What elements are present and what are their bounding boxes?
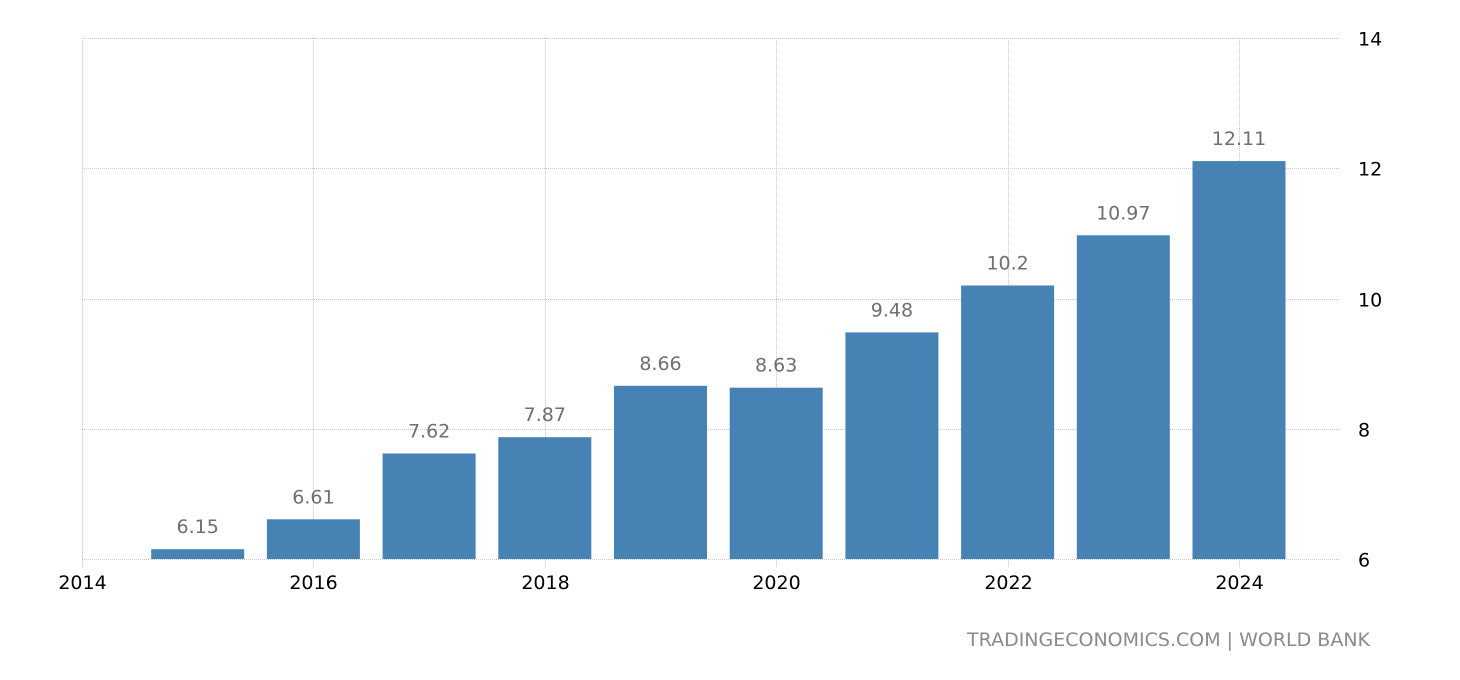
data-label-2022: 10.2 [986,253,1028,275]
x-tick-label: 2014 [58,572,106,594]
bar-2019 [614,385,707,559]
data-label-2024: 12.11 [1212,128,1266,150]
y-axis: 6 8 10 12 14 [1358,29,1382,572]
data-label-2018: 7.87 [524,404,566,426]
source-credit: TRADINGECONOMICS.COM | WORLD BANK [967,629,1370,651]
bar-2020 [729,387,823,559]
x-tick-label: 2016 [289,572,337,594]
data-label-2019: 8.66 [639,353,681,375]
bars [151,161,1286,560]
data-label-2016: 6.61 [292,486,334,508]
data-labels: 6.15 6.61 7.62 7.87 8.66 8.63 9.48 10.2 10.97 12.… [177,128,1267,538]
y-tick-label: 10 [1358,290,1382,312]
bar-2017 [382,453,476,559]
data-label-2017: 7.62 [408,421,450,443]
y-tick-label: 12 [1358,159,1382,181]
y-tick-label: 8 [1358,420,1370,442]
data-label-2020: 8.63 [755,355,797,377]
bar-2022 [961,285,1055,559]
bar-2016 [266,519,360,559]
x-axis: 2014 2016 2018 2020 2022 2024 [58,572,1263,594]
y-tick-label: 6 [1358,550,1370,572]
y-tick-label: 14 [1358,29,1382,51]
data-label-2021: 9.48 [871,299,913,321]
bar-2024 [1192,161,1286,559]
bar-2018 [498,437,592,559]
x-tick-label: 2018 [521,572,569,594]
data-label-2023: 10.97 [1096,202,1150,224]
x-tick-label: 2020 [752,572,800,594]
bar-2021 [845,332,939,559]
x-tick-label: 2024 [1215,572,1263,594]
data-label-2015: 6.15 [177,516,219,538]
bar-2023 [1076,235,1170,560]
x-tick-label: 2022 [984,572,1032,594]
bar-2015 [151,549,245,559]
